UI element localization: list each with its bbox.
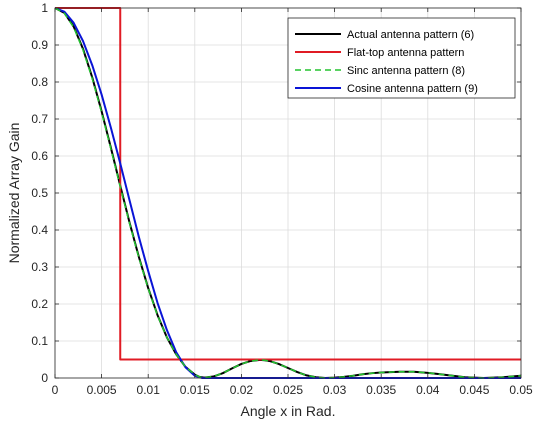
x-tick-label: 0.015 (180, 383, 210, 397)
legend: Actual antenna pattern (6) Flat-top anten… (287, 17, 516, 99)
y-tick-label: 1 (41, 1, 48, 15)
x-tick-label: 0.01 (137, 383, 161, 397)
x-tick-label: 0.035 (366, 383, 396, 397)
x-tick-label: 0.005 (87, 383, 117, 397)
legend-label: Sinc antenna pattern (8) (347, 65, 465, 77)
x-axis-label: Angle x in Rad. (241, 403, 336, 419)
y-tick-label: 0.5 (31, 186, 48, 200)
y-tick-label: 0.1 (31, 334, 48, 348)
y-tick-label: 0 (41, 371, 48, 385)
y-tick-label: 0.4 (31, 223, 48, 237)
series-line-3 (54, 7, 522, 379)
y-tick-label: 0.2 (31, 297, 48, 311)
x-tick-label: 0.05 (509, 383, 533, 397)
y-tick-label: 0.9 (31, 38, 48, 52)
x-tick-label: 0 (52, 383, 59, 397)
y-tick-label: 0.8 (31, 75, 48, 89)
legend-label: Flat-top antenna pattern (347, 47, 464, 59)
x-tick-label: 0.02 (230, 383, 254, 397)
x-tick-label: 0.03 (323, 383, 347, 397)
x-tick-label: 0.045 (459, 383, 489, 397)
y-tick-label: 0.6 (31, 149, 48, 163)
x-tick-label: 0.04 (416, 383, 440, 397)
legend-label: Cosine antenna pattern (9) (347, 83, 478, 95)
y-axis-label: Normalized Array Gain (6, 123, 22, 264)
x-tick-label: 0.025 (273, 383, 303, 397)
legend-box (287, 17, 516, 99)
y-tick-label: 0.7 (31, 112, 48, 126)
axis-ticks: 0 0.005 0.01 0.015 0.02 0.025 0.03 0.035 0.04 0.0… (31, 1, 533, 397)
legend-label: Actual antenna pattern (6) (347, 29, 474, 41)
y-tick-label: 0.3 (31, 260, 48, 274)
